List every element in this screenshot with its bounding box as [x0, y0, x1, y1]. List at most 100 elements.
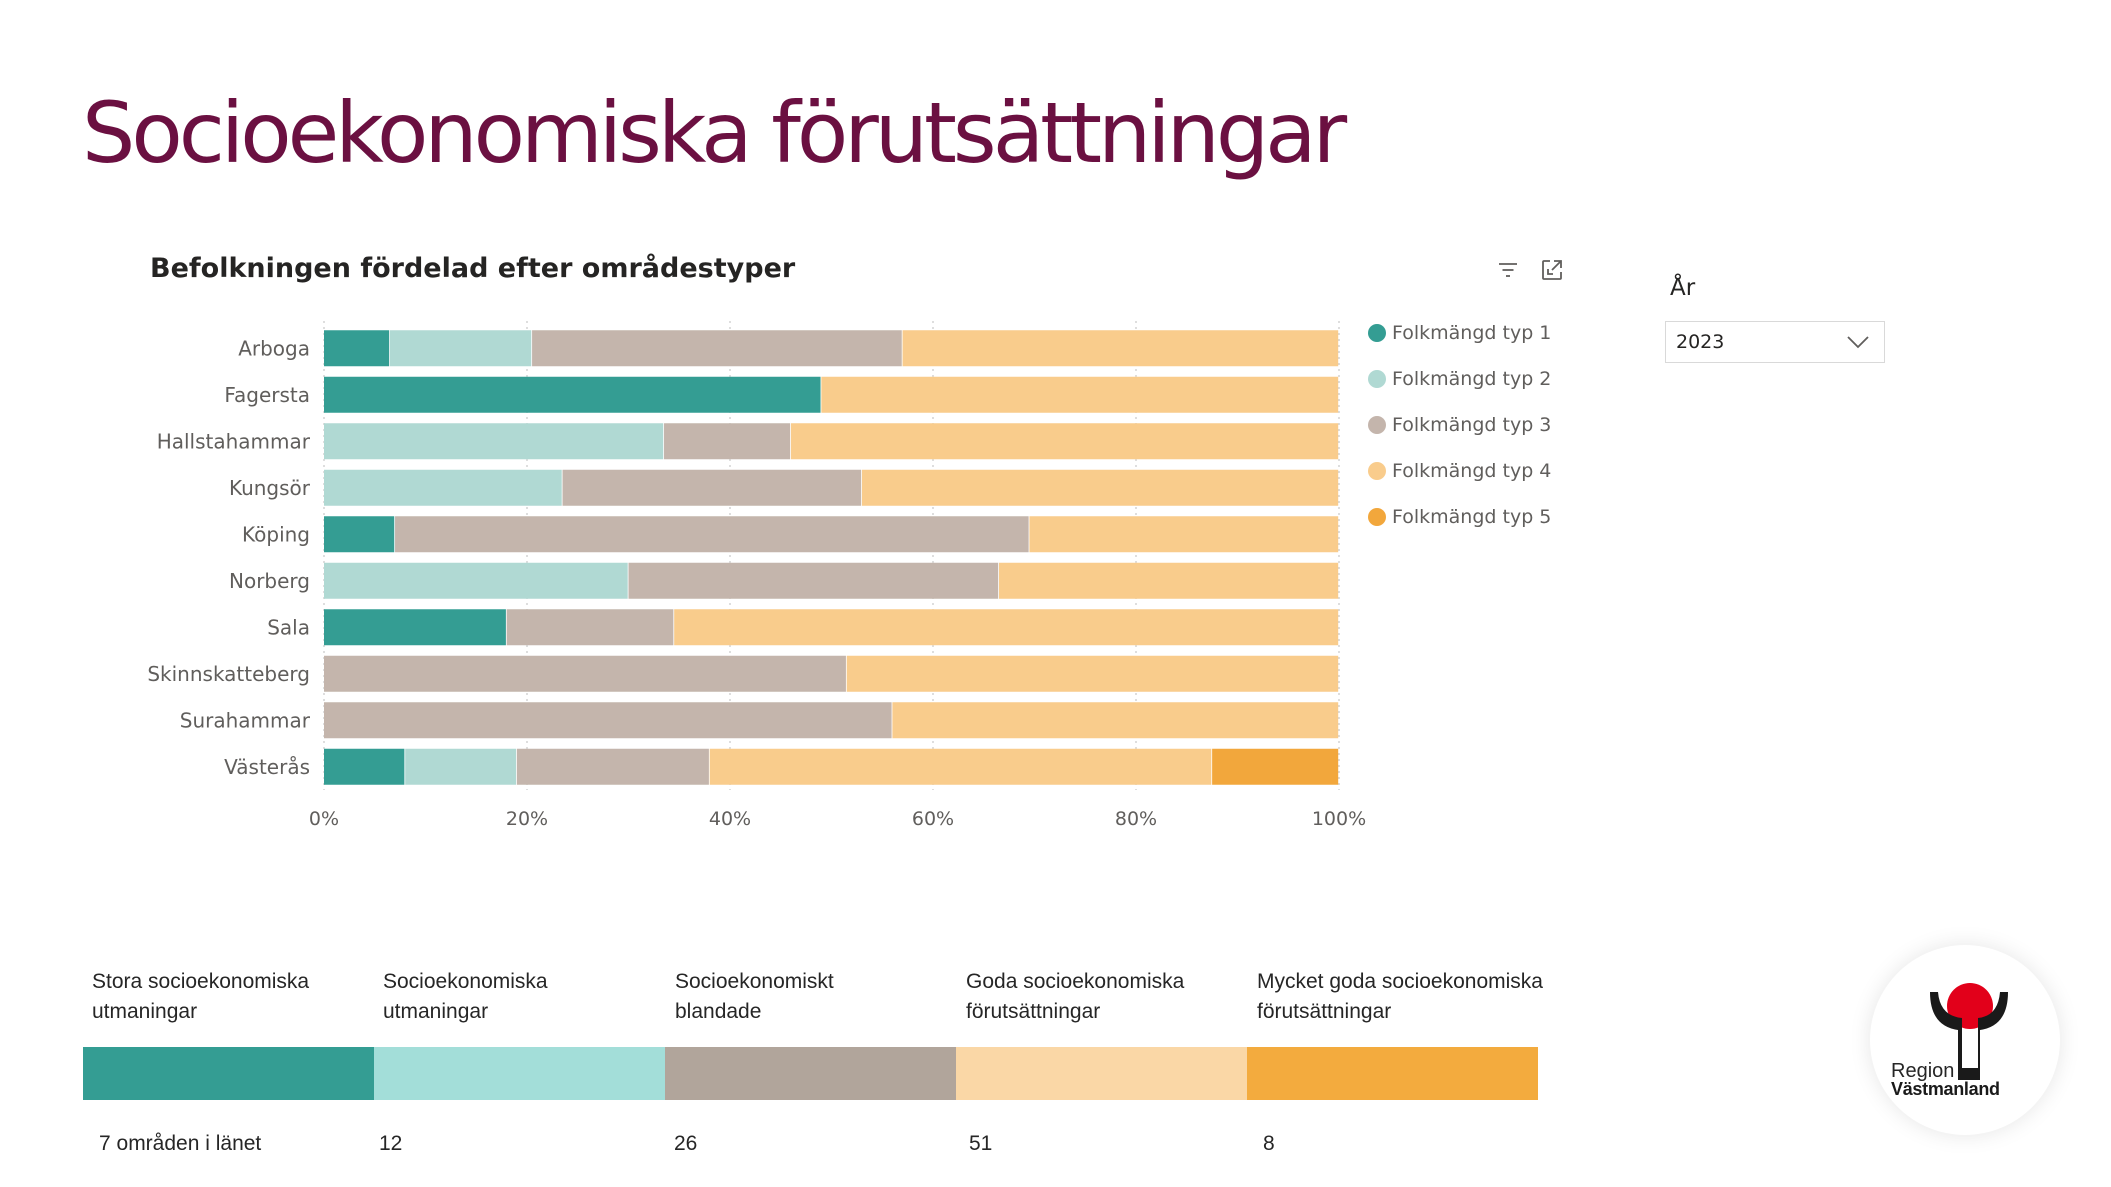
bar-segment — [892, 702, 1339, 739]
logo-mark — [1930, 992, 2008, 1080]
scale-segment-utmaningar — [374, 1047, 665, 1100]
chevron-down-icon — [1847, 336, 1869, 349]
socioeconomic-scale-bar — [83, 1047, 1538, 1100]
legend-label: Folkmängd typ 4 — [1392, 460, 1552, 482]
bar-segment — [998, 562, 1339, 599]
stacked-bar-chart: 0% 20% 40% 60% 80% 100% Arboga Fagersta Hallstah… — [147, 321, 1366, 830]
region-vastmanland-logo-icon — [1930, 983, 2008, 1080]
x-tick-label: 20% — [506, 808, 548, 830]
scale-label: Goda socioekonomiska förutsättningar — [966, 967, 1256, 1027]
legend-label: Folkmängd typ 3 — [1392, 414, 1552, 436]
scale-count: 8 — [1263, 1132, 1275, 1155]
bar-segment — [532, 330, 902, 367]
category-label: Köping — [242, 522, 310, 546]
scale-labels: Stora socioekonomiska utmaningar Socioek… — [83, 967, 1543, 1027]
scale-segment-mycket-goda — [1247, 1047, 1538, 1100]
scale-count: 7 områden i länet — [99, 1132, 262, 1155]
scale-segment-goda — [956, 1047, 1247, 1100]
legend-label: Folkmängd typ 5 — [1392, 506, 1552, 528]
scale-label-line: Stora socioekonomiska — [92, 970, 310, 993]
category-label: Arboga — [238, 336, 310, 360]
bar-segment — [861, 469, 1339, 506]
category-label: Sala — [267, 615, 310, 639]
bar-segment — [389, 330, 532, 367]
bar-segment — [324, 516, 395, 553]
legend-item-typ-1[interactable]: Folkmängd typ 1 — [1368, 310, 1551, 356]
scale-label-line: Socioekonomiskt — [675, 970, 834, 993]
bar-segment — [709, 748, 1212, 785]
legend-label: Folkmängd typ 2 — [1392, 368, 1552, 390]
bar-segment — [562, 469, 862, 506]
category-label: Kungsör — [229, 476, 311, 500]
legend-marker — [1368, 416, 1386, 434]
scale-label-line: Socioekonomiska — [383, 970, 548, 993]
bar-segment — [395, 516, 1029, 553]
legend-item-typ-2[interactable]: Folkmängd typ 2 — [1368, 356, 1551, 402]
bar-segment — [324, 469, 562, 506]
legend-item-typ-5[interactable]: Folkmängd typ 5 — [1368, 494, 1551, 540]
scale-label-line: förutsättningar — [966, 1000, 1101, 1023]
bar-segment — [674, 609, 1339, 646]
category-label: Västerås — [224, 755, 310, 779]
bar-segment — [324, 423, 664, 460]
scale-label-line: blandade — [675, 1000, 762, 1023]
bar-segment — [790, 423, 1339, 460]
bar-segment — [324, 562, 628, 599]
category-label: Skinnskatteberg — [147, 662, 310, 686]
bar-segment — [405, 748, 517, 785]
bar-segment — [821, 376, 1339, 413]
year-slicer-label: År — [1670, 275, 1696, 301]
scale-label: Stora socioekonomiska utmaningar — [92, 967, 382, 1027]
legend-marker — [1368, 462, 1386, 480]
scale-count: 12 — [379, 1132, 403, 1155]
bar-segment — [324, 655, 846, 692]
bar-segment — [324, 376, 821, 413]
bar-segment — [324, 748, 405, 785]
category-label: Surahammar — [180, 708, 311, 732]
logo-text-region: Region — [1891, 1060, 1955, 1082]
x-tick-label: 100% — [1312, 808, 1366, 830]
legend-marker — [1368, 324, 1386, 342]
legend-marker — [1368, 508, 1386, 526]
year-slicer-dropdown[interactable]: 2023 — [1665, 321, 1885, 363]
scale-segment-blandade — [665, 1047, 956, 1100]
x-tick-label: 80% — [1115, 808, 1157, 830]
year-slicer-value: 2023 — [1676, 331, 1725, 353]
logo-text-vastmanland: Västmanland — [1891, 1079, 2000, 1099]
category-label: Norberg — [229, 569, 310, 593]
x-tick-label: 40% — [709, 808, 751, 830]
scale-counts: 7 områden i länet 12 26 51 8 — [83, 1132, 1538, 1162]
bar-segment — [324, 609, 506, 646]
bar-segment — [516, 748, 709, 785]
legend-label: Folkmängd typ 1 — [1392, 322, 1552, 344]
bar-segment — [1212, 748, 1339, 785]
bar-segment — [324, 702, 892, 739]
bar-segment — [664, 423, 791, 460]
scale-segment-stora-utmaningar — [83, 1047, 374, 1100]
x-tick-label: 60% — [912, 808, 954, 830]
scale-label: Mycket goda socioekonomiska förutsättnin… — [1257, 967, 1557, 1027]
scale-label: Socioekonomiska utmaningar — [383, 967, 673, 1027]
category-label: Fagersta — [224, 383, 310, 407]
focus-mode-icon[interactable] — [1540, 258, 1564, 282]
scale-label-line: Goda socioekonomiska — [966, 970, 1185, 993]
x-tick-label: 0% — [309, 808, 339, 830]
legend-item-typ-3[interactable]: Folkmängd typ 3 — [1368, 402, 1551, 448]
scale-label-line: utmaningar — [383, 1000, 489, 1023]
bar-segment — [902, 330, 1339, 367]
filter-icon[interactable] — [1496, 258, 1520, 282]
bar-segment — [324, 330, 390, 367]
chart-title: Befolkningen fördelad efter områdestyper — [150, 253, 796, 284]
scale-label-line: förutsättningar — [1257, 1000, 1392, 1023]
legend-item-typ-4[interactable]: Folkmängd typ 4 — [1368, 448, 1551, 494]
legend-marker — [1368, 370, 1386, 388]
chart-legend: Folkmängd typ 1 Folkmängd typ 2 Folkmäng… — [1368, 310, 1551, 540]
page-title: Socioekonomiska förutsättningar — [82, 84, 1347, 182]
scale-label-line: utmaningar — [92, 1000, 198, 1023]
scale-label: Socioekonomiskt blandade — [675, 967, 965, 1027]
scale-count: 26 — [674, 1132, 698, 1155]
scale-count: 51 — [969, 1132, 993, 1155]
bar-segment — [846, 655, 1339, 692]
logo-badge — [1870, 945, 2060, 1135]
bar-segment — [506, 609, 674, 646]
